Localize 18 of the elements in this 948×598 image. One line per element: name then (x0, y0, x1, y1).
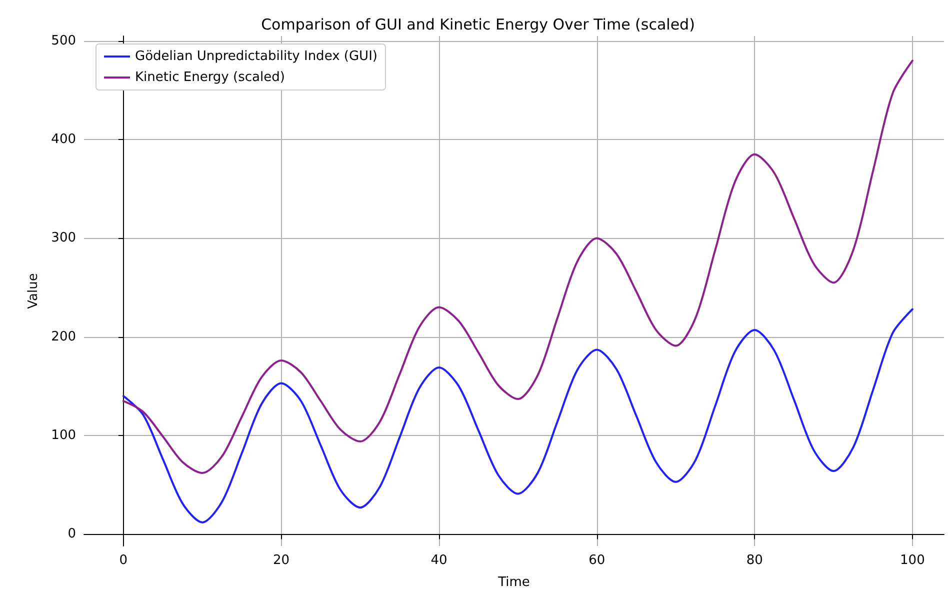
x-tick-label: 60 (588, 553, 606, 568)
y-tick-label: 0 (68, 526, 76, 542)
chart-title: Comparison of GUI and Kinetic Energy Over Time (scaled) (261, 16, 695, 34)
y-tick-label: 200 (51, 329, 76, 344)
x-tick-label: 100 (900, 553, 925, 568)
x-tick-label: 80 (746, 553, 763, 568)
x-axis-title: Time (497, 575, 530, 590)
y-tick-label: 300 (51, 230, 76, 246)
y-tick-label: 100 (51, 428, 76, 444)
y-tick-label: 400 (51, 132, 76, 148)
x-tick-label: 20 (272, 553, 290, 568)
line-series (122, 308, 914, 524)
y-tick-label: 500 (51, 33, 76, 48)
x-tick-label: 40 (430, 553, 448, 568)
legend-label: Kinetic Energy (scaled) (135, 70, 285, 85)
y-axis-title: Value (26, 273, 41, 309)
legend-label: Gödelian Unpredictability Index (GUI) (135, 49, 378, 64)
x-tick-label: 0 (119, 553, 128, 568)
